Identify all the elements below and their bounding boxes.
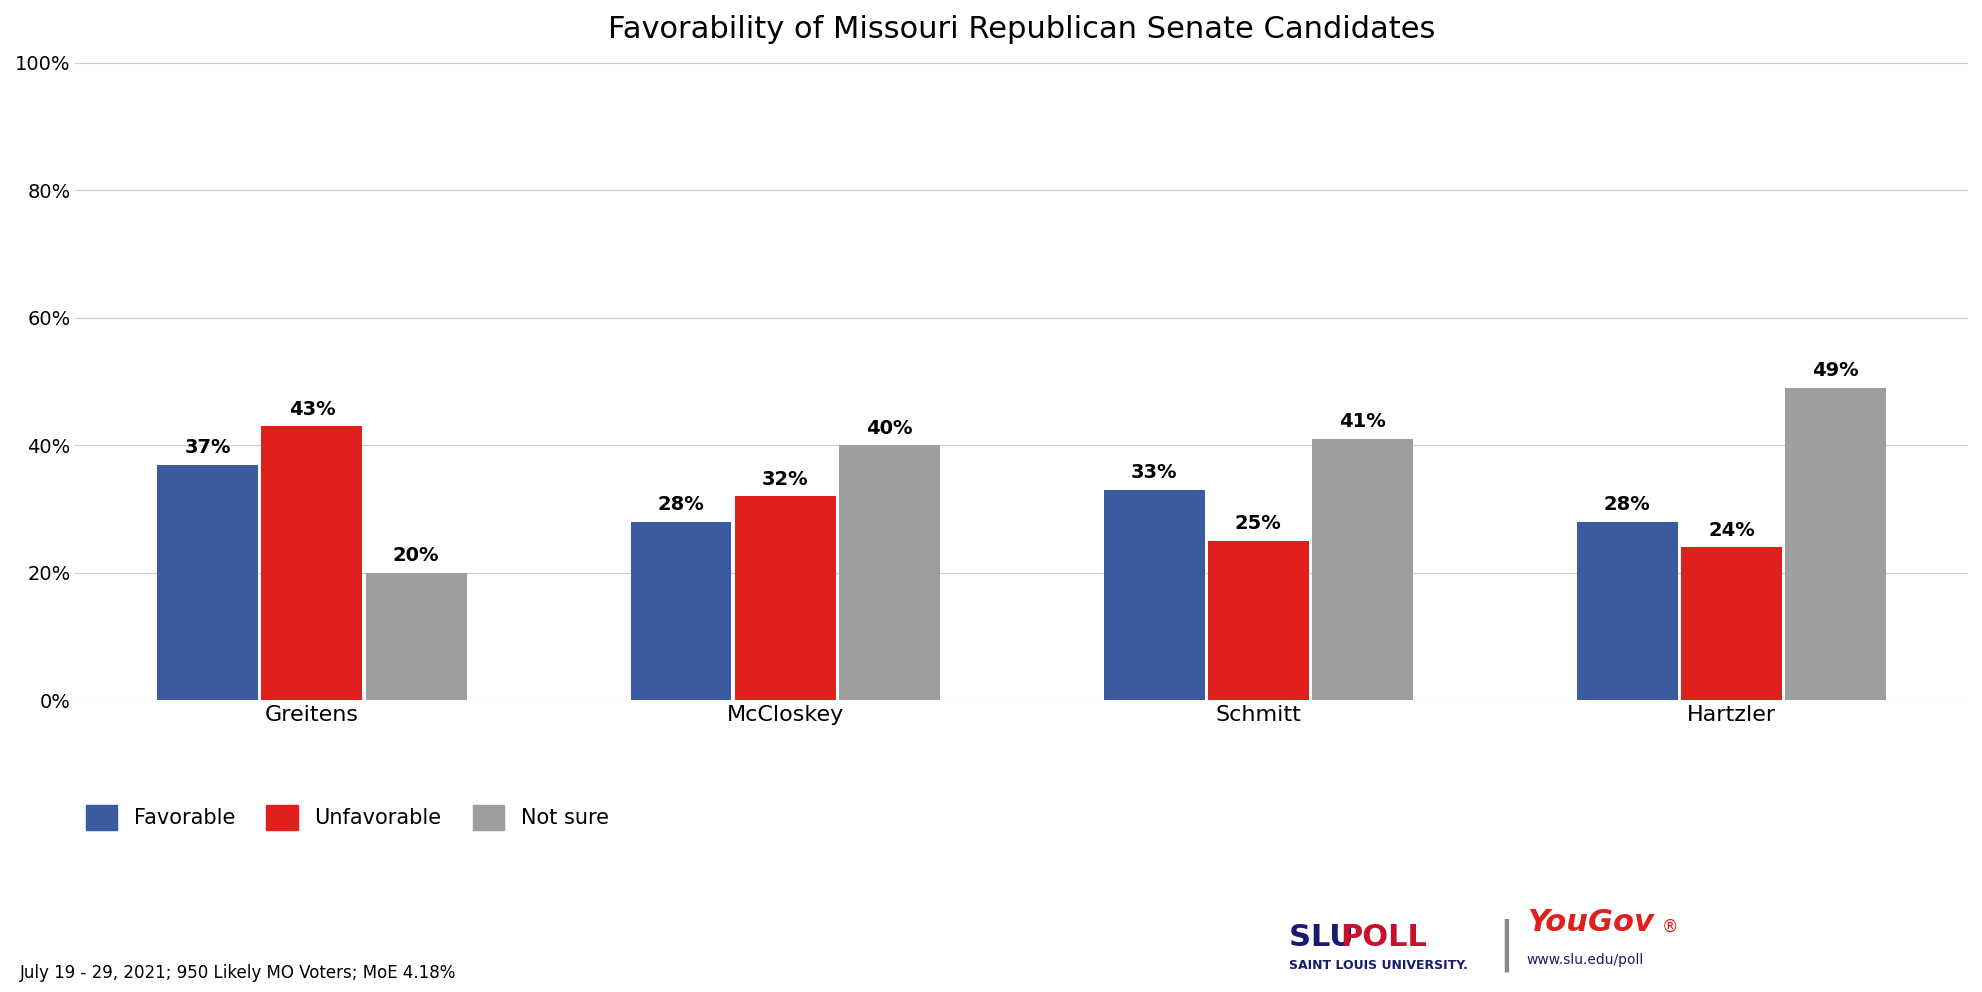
- Text: 49%: 49%: [1812, 361, 1857, 380]
- Text: 28%: 28%: [658, 495, 704, 514]
- Bar: [262, 427, 363, 700]
- Text: 43%: 43%: [289, 400, 335, 419]
- Text: 40%: 40%: [866, 419, 912, 437]
- Text: 32%: 32%: [761, 470, 809, 489]
- Text: ®: ®: [1661, 918, 1677, 935]
- Bar: [157, 464, 258, 700]
- Text: |: |: [1496, 919, 1514, 972]
- Bar: [1576, 522, 1677, 700]
- Bar: [630, 522, 731, 700]
- Bar: [838, 445, 939, 700]
- Text: 20%: 20%: [392, 547, 440, 565]
- Title: Favorability of Missouri Republican Senate Candidates: Favorability of Missouri Republican Sena…: [608, 15, 1435, 44]
- Bar: [1784, 388, 1885, 700]
- Text: SLU: SLU: [1288, 924, 1364, 952]
- Bar: [1104, 490, 1203, 700]
- Text: POLL: POLL: [1340, 924, 1427, 952]
- Text: 24%: 24%: [1707, 521, 1754, 540]
- Text: 33%: 33%: [1130, 463, 1177, 482]
- Text: July 19 - 29, 2021; 950 Likely MO Voters; MoE 4.18%: July 19 - 29, 2021; 950 Likely MO Voters…: [20, 964, 456, 982]
- Legend: Favorable, Unfavorable, Not sure: Favorable, Unfavorable, Not sure: [85, 805, 608, 830]
- Text: 25%: 25%: [1235, 514, 1280, 534]
- Text: 41%: 41%: [1338, 413, 1385, 432]
- Bar: [1207, 541, 1308, 700]
- Text: SAINT LOUIS UNIVERSITY.: SAINT LOUIS UNIVERSITY.: [1288, 959, 1467, 972]
- Bar: [1681, 548, 1782, 700]
- Bar: [365, 572, 466, 700]
- Text: 37%: 37%: [184, 437, 232, 457]
- Text: 28%: 28%: [1603, 495, 1649, 514]
- Text: www.slu.edu/poll: www.slu.edu/poll: [1526, 953, 1643, 967]
- Bar: [733, 496, 834, 700]
- Text: YouGov: YouGov: [1526, 909, 1653, 937]
- Bar: [1312, 439, 1411, 700]
